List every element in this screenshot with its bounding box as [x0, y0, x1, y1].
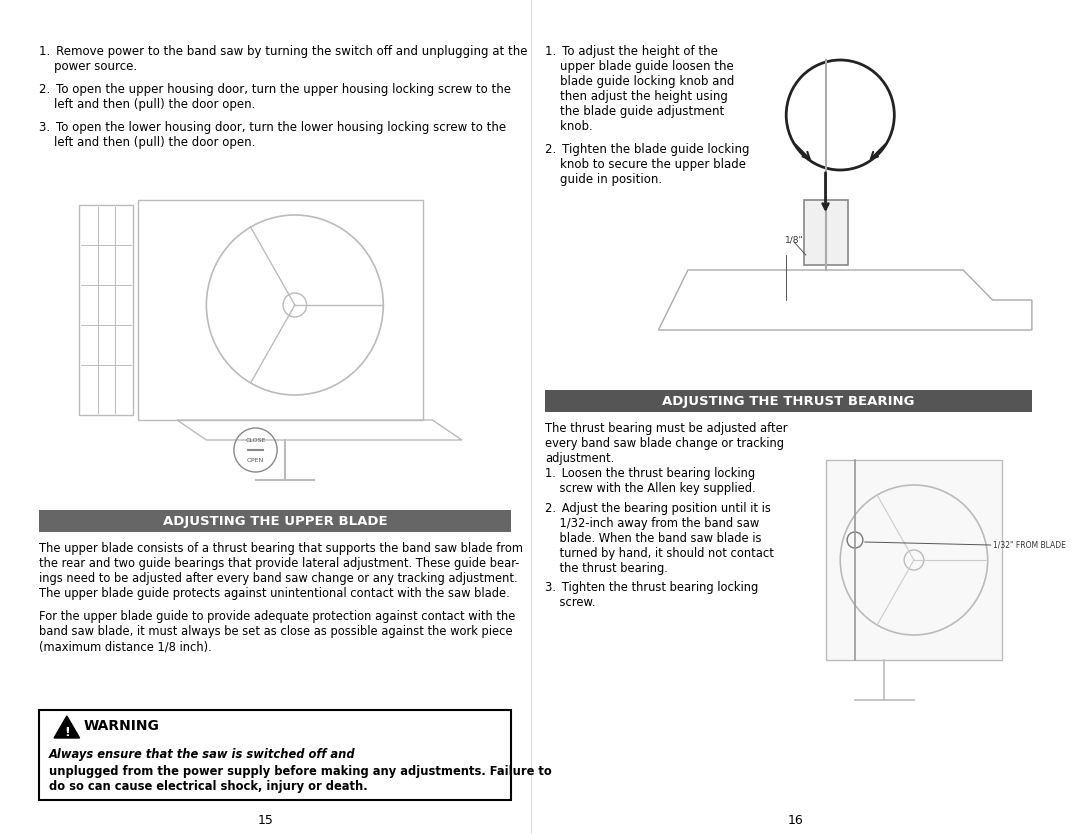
- Text: Always ensure that the saw is switched off and: Always ensure that the saw is switched o…: [49, 748, 355, 761]
- Text: 2. To open the upper housing door, turn the upper housing locking screw to the
 : 2. To open the upper housing door, turn …: [39, 83, 511, 111]
- FancyBboxPatch shape: [39, 510, 511, 532]
- Text: The upper blade consists of a thrust bearing that supports the band saw blade fr: The upper blade consists of a thrust bea…: [39, 542, 524, 600]
- Text: 1/8": 1/8": [785, 235, 804, 244]
- Text: 3. To open the lower housing door, turn the lower housing locking screw to the
 : 3. To open the lower housing door, turn …: [39, 121, 507, 149]
- Text: ADJUSTING THE UPPER BLADE: ADJUSTING THE UPPER BLADE: [163, 515, 388, 527]
- FancyBboxPatch shape: [39, 710, 511, 800]
- Text: For the upper blade guide to provide adequate protection against contact with th: For the upper blade guide to provide ade…: [39, 610, 515, 653]
- Text: 1/32" FROM BLADE: 1/32" FROM BLADE: [993, 540, 1066, 550]
- FancyBboxPatch shape: [545, 390, 1031, 412]
- Text: The thrust bearing must be adjusted after
every band saw blade change or trackin: The thrust bearing must be adjusted afte…: [545, 422, 788, 465]
- FancyArrowPatch shape: [870, 144, 886, 159]
- Text: 15: 15: [257, 813, 273, 826]
- Text: WARNING: WARNING: [83, 719, 160, 733]
- Text: OPEN: OPEN: [247, 458, 265, 463]
- FancyBboxPatch shape: [825, 460, 1002, 660]
- Text: 1. Remove power to the band saw by turning the switch off and unplugging at the
: 1. Remove power to the band saw by turni…: [39, 45, 528, 73]
- FancyBboxPatch shape: [804, 200, 848, 265]
- Text: !: !: [64, 726, 70, 738]
- Text: ADJUSTING THE THRUST BEARING: ADJUSTING THE THRUST BEARING: [662, 394, 915, 408]
- FancyArrowPatch shape: [795, 144, 810, 159]
- Text: 16: 16: [788, 813, 804, 826]
- Text: 2. Adjust the bearing position until it is
    1/32-inch away from the band saw
: 2. Adjust the bearing position until it …: [545, 502, 774, 575]
- Text: 2. Tighten the blade guide locking
    knob to secure the upper blade
    guide : 2. Tighten the blade guide locking knob …: [545, 143, 750, 186]
- Polygon shape: [54, 716, 80, 738]
- Text: 3. Tighten the thrust bearing locking
    screw.: 3. Tighten the thrust bearing locking sc…: [545, 580, 758, 609]
- Text: unplugged from the power supply before making any adjustments. Failure to
do so : unplugged from the power supply before m…: [49, 765, 552, 793]
- Text: 1. To adjust the height of the
    upper blade guide loosen the
    blade guide : 1. To adjust the height of the upper bla…: [545, 45, 734, 133]
- Text: 1. Loosen the thrust bearing locking
    screw with the Allen key supplied.: 1. Loosen the thrust bearing locking scr…: [545, 467, 756, 495]
- Text: CLOSE: CLOSE: [245, 438, 266, 443]
